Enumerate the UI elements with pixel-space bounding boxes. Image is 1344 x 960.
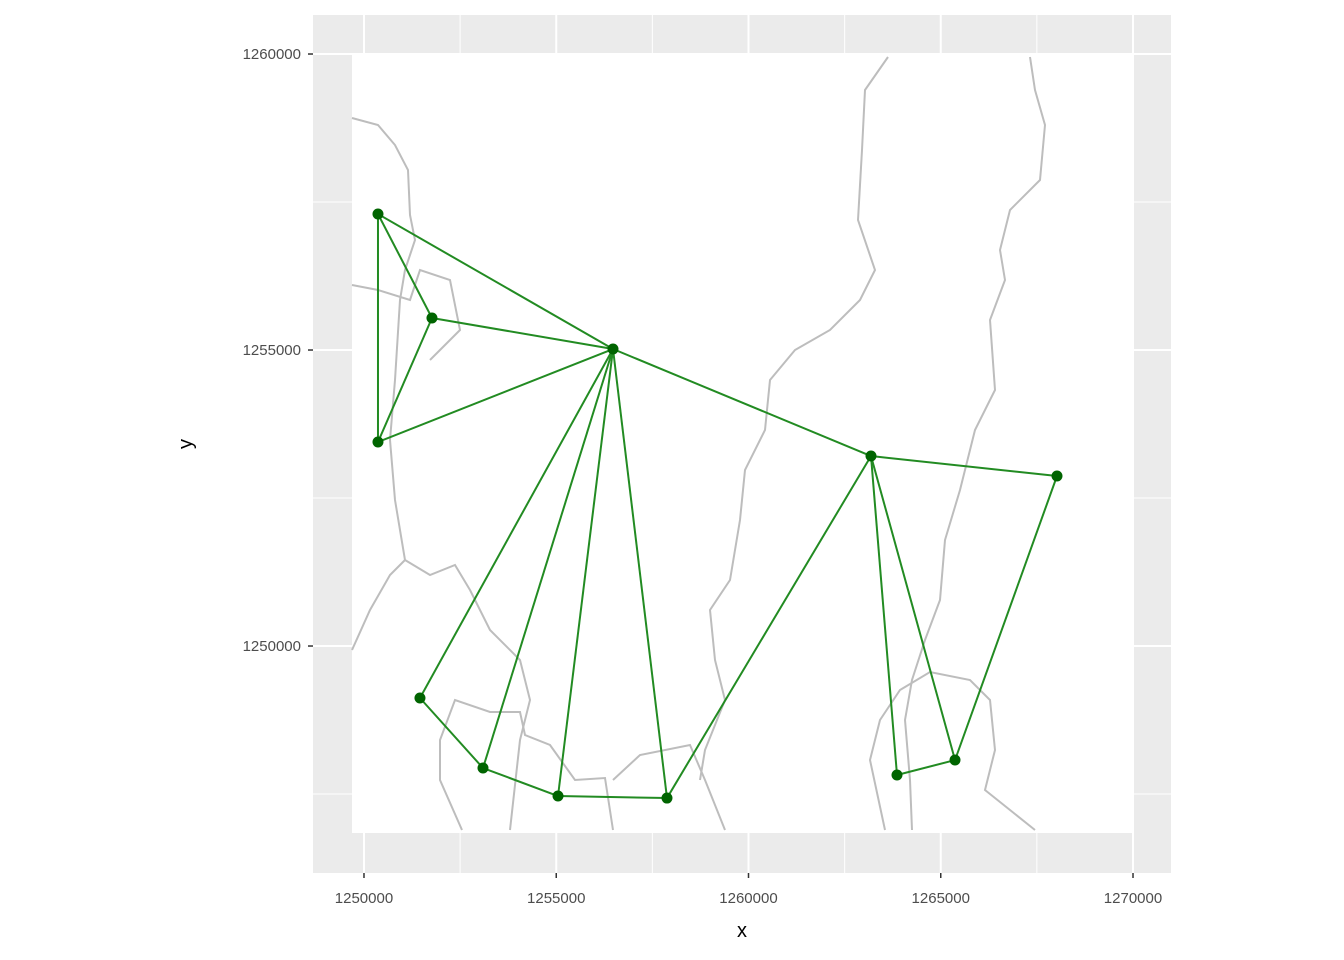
edge (870, 455, 1058, 477)
streams (351, 56, 1047, 831)
edge (419, 348, 614, 699)
edge (557, 795, 668, 800)
node (891, 769, 903, 781)
edge (954, 475, 1058, 761)
node (949, 754, 961, 766)
edge (377, 348, 614, 443)
x-tick-label: 1260000 (719, 890, 777, 907)
stream (699, 56, 889, 781)
node (477, 762, 489, 774)
edge (666, 455, 872, 799)
edge (482, 767, 559, 797)
node (661, 792, 673, 804)
stream (351, 559, 406, 651)
node (372, 208, 384, 220)
edge (482, 348, 614, 769)
edge (870, 455, 956, 761)
node (865, 450, 877, 462)
x-axis-title: x (737, 920, 747, 942)
stream (612, 743, 726, 831)
edge (377, 213, 433, 319)
x-tick-label: 1270000 (1104, 890, 1162, 907)
y-tick-label: 1260000 (243, 46, 301, 63)
stream (439, 698, 614, 831)
node (414, 692, 426, 704)
node (1051, 470, 1063, 482)
stream (351, 117, 532, 831)
edge (557, 348, 614, 797)
edge (377, 317, 433, 443)
node (426, 312, 438, 324)
y-tick-label: 1250000 (243, 638, 301, 655)
edge (612, 348, 668, 799)
stream (868, 670, 1036, 831)
y-tick-label: 1255000 (243, 342, 301, 359)
x-tick-label: 1255000 (527, 890, 585, 907)
edge (870, 455, 898, 776)
node (607, 343, 619, 355)
edge (377, 213, 614, 350)
edge (896, 759, 956, 776)
y-axis-title: y (175, 439, 197, 449)
network (372, 208, 1063, 804)
node (552, 790, 564, 802)
stream (903, 56, 1047, 831)
edge (612, 348, 872, 457)
x-tick-label: 1265000 (912, 890, 970, 907)
edge (419, 697, 484, 769)
x-tick-label: 1250000 (335, 890, 393, 907)
raster-extent (352, 54, 1133, 833)
edge (431, 317, 614, 350)
node (372, 436, 384, 448)
